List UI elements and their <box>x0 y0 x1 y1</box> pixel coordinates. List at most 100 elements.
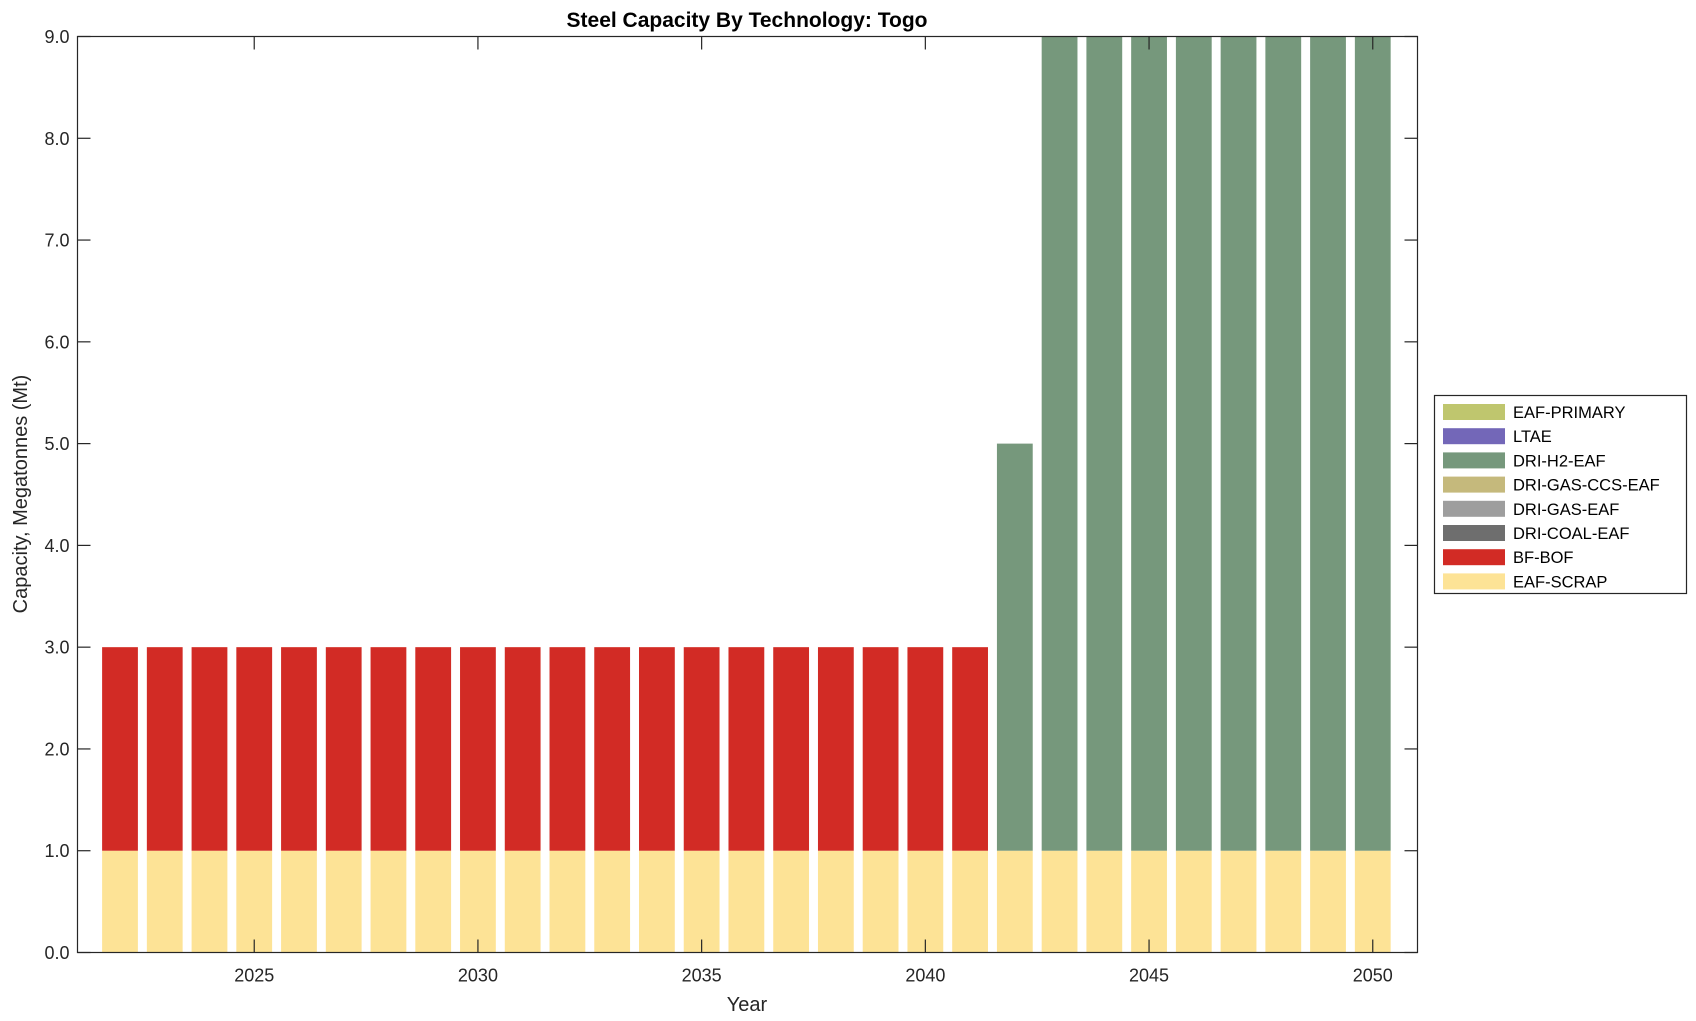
bar-segment-eaf-scrap-2029 <box>415 850 452 953</box>
legend-swatch <box>1443 549 1505 566</box>
bar-segment-eaf-scrap-2034 <box>639 850 675 953</box>
bar-segment-dri-h2-eaf-2046 <box>1175 36 1212 851</box>
legend-label: DRI-H2-EAF <box>1513 452 1606 470</box>
legend-item-dri-coal-eaf: DRI-COAL-EAF <box>1443 525 1629 543</box>
bar-segment-eaf-scrap-2031 <box>504 850 541 953</box>
y-tick-label: 4.0 <box>44 536 69 556</box>
chart-title: Steel Capacity By Technology: Togo <box>567 9 928 32</box>
x-tick-label: 2025 <box>234 966 274 986</box>
bar-segment-eaf-scrap-2039 <box>862 850 899 953</box>
bar-segment-eaf-scrap-2032 <box>549 850 586 953</box>
legend-label: DRI-COAL-EAF <box>1513 525 1629 543</box>
y-tick-label: 0.0 <box>44 943 69 963</box>
x-tick-label: 2040 <box>905 966 945 986</box>
y-tick-label: 2.0 <box>44 739 69 759</box>
bars-group <box>102 36 1391 953</box>
y-tick-label: 9.0 <box>44 27 69 47</box>
bar-segment-eaf-scrap-2041 <box>952 850 988 953</box>
x-tick-label: 2030 <box>458 966 498 986</box>
y-tick-label: 5.0 <box>44 434 69 454</box>
legend-label: EAF-PRIMARY <box>1513 404 1625 422</box>
legend-swatch <box>1443 476 1505 493</box>
bar-segment-bf-bof-2041 <box>952 647 988 851</box>
bar-segment-bf-bof-2038 <box>817 647 854 851</box>
legend-item-ltae: LTAE <box>1443 428 1552 446</box>
bar-segment-eaf-scrap-2042 <box>996 850 1033 953</box>
bar-segment-dri-h2-eaf-2047 <box>1220 36 1257 851</box>
legend-item-eaf-scrap: EAF-SCRAP <box>1443 573 1607 591</box>
bar-segment-bf-bof-2034 <box>639 647 675 851</box>
bar-segment-eaf-scrap-2047 <box>1220 850 1257 953</box>
bar-segment-dri-h2-eaf-2042 <box>996 443 1033 851</box>
legend: EAF-PRIMARY LTAE DRI-H2-EAF DRI-GAS-CCS-EAF… <box>1433 394 1688 595</box>
bar-segment-eaf-scrap-2030 <box>460 850 496 953</box>
y-tick-label: 8.0 <box>44 129 69 149</box>
bar-segment-dri-h2-eaf-2044 <box>1086 36 1123 851</box>
x-tick-label: 2045 <box>1129 966 1169 986</box>
plot-area-frame <box>76 35 1419 954</box>
bar-segment-eaf-scrap-2040 <box>907 850 944 953</box>
axes-group <box>76 35 1419 954</box>
bar-segment-bf-bof-2027 <box>325 647 362 851</box>
legend-label: BF-BOF <box>1513 549 1574 567</box>
bar-segment-eaf-scrap-2022 <box>102 850 138 953</box>
bar-segment-eaf-scrap-2023 <box>146 850 183 953</box>
bar-segment-bf-bof-2035 <box>683 647 720 851</box>
legend-swatch <box>1443 428 1505 445</box>
legend-swatch <box>1443 404 1505 420</box>
bar-segment-dri-h2-eaf-2050 <box>1354 36 1391 851</box>
bar-segment-eaf-scrap-2033 <box>594 850 631 953</box>
bar-segment-dri-h2-eaf-2049 <box>1310 36 1346 851</box>
bar-segment-bf-bof-2025 <box>236 647 273 851</box>
legend-swatch <box>1443 500 1505 517</box>
bar-segment-eaf-scrap-2046 <box>1175 850 1212 953</box>
bar-segment-bf-bof-2032 <box>549 647 586 851</box>
y-axis-label: Capacity, Megatonnes (Mt) <box>10 375 32 614</box>
bar-segment-eaf-scrap-2025 <box>236 850 273 953</box>
bar-segment-bf-bof-2023 <box>146 647 183 851</box>
bar-segment-bf-bof-2026 <box>281 647 317 851</box>
legend-label: LTAE <box>1513 428 1552 446</box>
x-ticks: 2025 2030 2035 2040 2045 2050 <box>234 36 1393 986</box>
y-ticks: 0.0 1.0 2.0 3.0 4.0 5.0 6.0 7.0 8.0 9.0 <box>44 27 1418 963</box>
y-tick-label: 6.0 <box>44 332 69 352</box>
bar-segment-eaf-scrap-2036 <box>728 850 765 953</box>
legend-label: DRI-GAS-CCS-EAF <box>1513 477 1660 495</box>
bar-segment-eaf-scrap-2045 <box>1131 850 1167 953</box>
bar-segment-dri-h2-eaf-2043 <box>1041 36 1078 851</box>
bar-segment-dri-h2-eaf-2045 <box>1131 36 1167 851</box>
y-tick-label: 7.0 <box>44 231 69 251</box>
bar-segment-bf-bof-2039 <box>862 647 899 851</box>
y-tick-label: 3.0 <box>44 638 69 658</box>
bar-segment-eaf-scrap-2050 <box>1354 850 1391 953</box>
bar-segment-eaf-scrap-2024 <box>191 850 228 953</box>
bar-segment-eaf-scrap-2049 <box>1310 850 1346 953</box>
legend-item-dri-h2-eaf: DRI-H2-EAF <box>1443 452 1606 470</box>
bar-segment-bf-bof-2024 <box>191 647 228 851</box>
bar-segment-eaf-scrap-2044 <box>1086 850 1123 953</box>
x-axis-label: Year <box>727 994 768 1016</box>
bar-segment-eaf-scrap-2035 <box>683 850 720 953</box>
x-tick-label: 2050 <box>1353 966 1393 986</box>
bar-segment-eaf-scrap-2043 <box>1041 850 1078 953</box>
bar-segment-eaf-scrap-2028 <box>370 850 407 953</box>
bar-segment-bf-bof-2037 <box>773 647 810 851</box>
bar-segment-eaf-scrap-2037 <box>773 850 810 953</box>
bar-segment-eaf-scrap-2026 <box>281 850 317 953</box>
y-tick-label: 1.0 <box>44 841 69 861</box>
legend-item-bf-bof: BF-BOF <box>1443 549 1574 567</box>
bar-segment-bf-bof-2031 <box>504 647 541 851</box>
bar-segment-eaf-scrap-2027 <box>325 850 362 953</box>
x-tick-label: 2035 <box>682 966 722 986</box>
bar-segment-eaf-scrap-2038 <box>817 850 854 953</box>
bar-segment-bf-bof-2033 <box>594 647 631 851</box>
legend-swatch <box>1443 573 1505 590</box>
bar-segment-bf-bof-2030 <box>460 647 496 851</box>
bar-segment-bf-bof-2040 <box>907 647 944 851</box>
bar-segment-bf-bof-2029 <box>415 647 452 851</box>
bar-segment-bf-bof-2028 <box>370 647 407 851</box>
bar-segment-bf-bof-2022 <box>102 647 138 851</box>
legend-label: EAF-SCRAP <box>1513 573 1607 591</box>
legend-item-dri-gas-ccs-eaf: DRI-GAS-CCS-EAF <box>1443 476 1660 495</box>
